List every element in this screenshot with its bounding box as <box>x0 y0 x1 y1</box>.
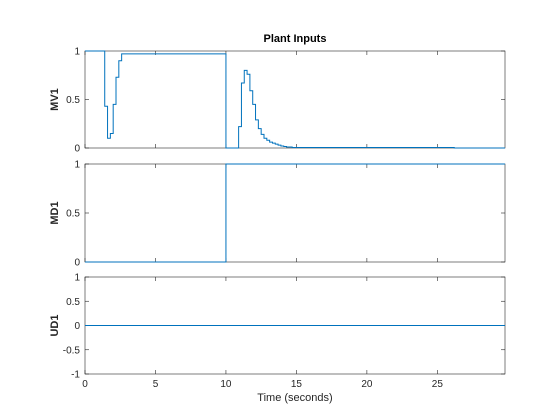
y-tick-label: 0 <box>74 258 80 269</box>
y-tick-label: 1 <box>74 273 80 284</box>
x-tick-label: 15 <box>291 379 303 390</box>
y-tick-label: 0 <box>74 144 80 155</box>
y-tick-label: -1 <box>71 370 80 381</box>
y-tick-label: 1 <box>74 47 80 58</box>
y-tick-label: 1 <box>74 160 80 171</box>
series-line-mv1 <box>85 50 505 149</box>
axes-box <box>84 50 506 149</box>
subplot-md1: 0 0.5 1 MD1 <box>49 160 506 269</box>
axes-box <box>84 163 506 263</box>
series-line-md1 <box>85 163 505 263</box>
x-tick-label: 10 <box>220 379 232 390</box>
subplot-mv1: 0 0.5 1 MV1 <box>49 47 506 155</box>
subplots: 0 0.5 1 MV1 0 0.5 1 MD1 -1 -0.5 0 0.5 1 UD1 <box>49 47 506 381</box>
x-tick-labels: 0 5 10 15 20 25 <box>82 379 443 390</box>
subplot-ud1: -1 -0.5 0 0.5 1 UD1 <box>49 273 506 381</box>
x-tick-label: 5 <box>153 379 159 390</box>
y-axis-label: UD1 <box>49 314 61 336</box>
y-axis-label: MD1 <box>49 201 61 224</box>
y-tick-label: 0.5 <box>66 95 80 106</box>
y-tick-label: -0.5 <box>63 345 81 356</box>
y-tick-label: 0.5 <box>66 297 80 308</box>
x-tick-label: 20 <box>361 379 373 390</box>
x-tick-label: 0 <box>82 379 88 390</box>
x-tick-label: 25 <box>432 379 444 390</box>
chart-title: Plant Inputs <box>264 33 327 45</box>
x-axis-label: Time (seconds) <box>257 392 332 404</box>
y-tick-label: 0.5 <box>66 209 80 220</box>
y-axis-label: MV1 <box>49 88 61 111</box>
y-tick-label: 0 <box>74 321 80 332</box>
